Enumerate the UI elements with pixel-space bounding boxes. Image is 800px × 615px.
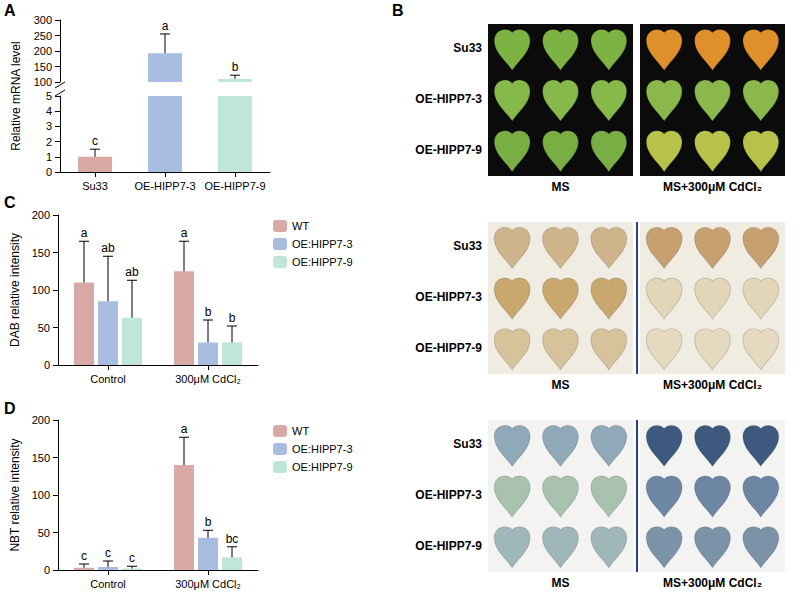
svg-text:c: c	[92, 134, 98, 148]
svg-text:NBT relative intensity: NBT relative intensity	[8, 438, 22, 551]
svg-text:200: 200	[32, 209, 50, 221]
html-text:OE-HIPP7-9: OE-HIPP7-9	[415, 538, 482, 553]
svg-text:100: 100	[34, 76, 52, 88]
html-text:OE-HIPP7-3: OE-HIPP7-3	[415, 290, 482, 304]
svg-text:150: 150	[34, 61, 52, 73]
svg-text:0: 0	[44, 359, 50, 371]
svg-text:Control: Control	[90, 373, 125, 385]
svg-text:300μM CdCl₂: 300μM CdCl₂	[175, 578, 241, 590]
svg-text:300μM CdCl₂: 300μM CdCl₂	[175, 373, 241, 385]
svg-text:200: 200	[32, 414, 50, 426]
html-text:Su33: Su33	[453, 437, 482, 452]
svg-text:4: 4	[46, 105, 52, 117]
svg-text:Su33: Su33	[82, 180, 108, 192]
svg-text:250: 250	[34, 30, 52, 42]
svg-text:150: 150	[32, 452, 50, 464]
svg-text:b: b	[232, 60, 239, 74]
svg-text:100: 100	[32, 284, 50, 296]
svg-text:3: 3	[46, 120, 52, 132]
svg-text:OE:HIPP7-9: OE:HIPP7-9	[292, 461, 353, 473]
svg-text:ab: ab	[101, 241, 115, 255]
svg-text:ab: ab	[125, 265, 139, 279]
html-text:OE-HIPP7-9: OE-HIPP7-9	[415, 340, 482, 355]
svg-text:150: 150	[32, 247, 50, 259]
svg-text:bc: bc	[226, 532, 239, 546]
svg-text:c: c	[81, 549, 87, 563]
svg-text:Relative mRNA level: Relative mRNA level	[9, 41, 23, 150]
html-text:OE-HIPP7-3: OE-HIPP7-3	[415, 488, 482, 502]
html-text:MS: MS	[551, 576, 570, 590]
svg-text:200: 200	[34, 45, 52, 57]
svg-text:5: 5	[46, 90, 52, 102]
svg-text:OE:HIPP7-9: OE:HIPP7-9	[292, 256, 353, 268]
svg-text:c: c	[129, 551, 135, 565]
html-text:MS+300μM CdCl₂: MS+300μM CdCl₂	[663, 180, 762, 194]
svg-text:Control: Control	[90, 578, 125, 590]
svg-text:100: 100	[32, 489, 50, 501]
svg-text:a: a	[81, 226, 88, 240]
html-text:Su33: Su33	[453, 239, 482, 254]
svg-text:OE:HIPP7-3: OE:HIPP7-3	[292, 443, 353, 455]
svg-text:C: C	[4, 194, 16, 211]
svg-text:c: c	[105, 546, 111, 560]
svg-text:1: 1	[46, 151, 52, 163]
html-text:B: B	[392, 2, 404, 19]
html-text:OE-HIPP7-3: OE-HIPP7-3	[415, 92, 482, 106]
html-text:Su33: Su33	[453, 41, 482, 56]
svg-text:a: a	[181, 422, 188, 436]
html-text:MS+300μM CdCl₂: MS+300μM CdCl₂	[663, 378, 762, 392]
svg-text:b: b	[229, 311, 236, 325]
svg-text:WT: WT	[292, 425, 309, 437]
svg-text:2: 2	[46, 136, 52, 148]
svg-text:b: b	[205, 305, 212, 319]
svg-text:0: 0	[46, 166, 52, 178]
svg-text:WT: WT	[292, 220, 309, 232]
html-text:MS: MS	[551, 378, 570, 392]
svg-text:50: 50	[38, 527, 50, 539]
svg-text:OE:HIPP7-3: OE:HIPP7-3	[292, 238, 353, 250]
svg-text:300: 300	[34, 14, 52, 26]
svg-text:D: D	[4, 400, 16, 417]
svg-text:a: a	[162, 19, 169, 33]
svg-text:DAB relative intensity: DAB relative intensity	[8, 233, 22, 347]
html-text:MS+300μM CdCl₂: MS+300μM CdCl₂	[663, 576, 762, 590]
svg-text:OE-HIPP7-3: OE-HIPP7-3	[134, 180, 195, 192]
svg-text:a: a	[181, 226, 188, 240]
svg-text:A: A	[4, 2, 16, 19]
svg-text:50: 50	[38, 322, 50, 334]
svg-text:OE-HIPP7-9: OE-HIPP7-9	[204, 180, 265, 192]
svg-text:b: b	[205, 515, 212, 529]
html-text:OE-HIPP7-9: OE-HIPP7-9	[415, 142, 482, 157]
html-text:MS: MS	[551, 180, 570, 194]
svg-text:0: 0	[44, 564, 50, 576]
